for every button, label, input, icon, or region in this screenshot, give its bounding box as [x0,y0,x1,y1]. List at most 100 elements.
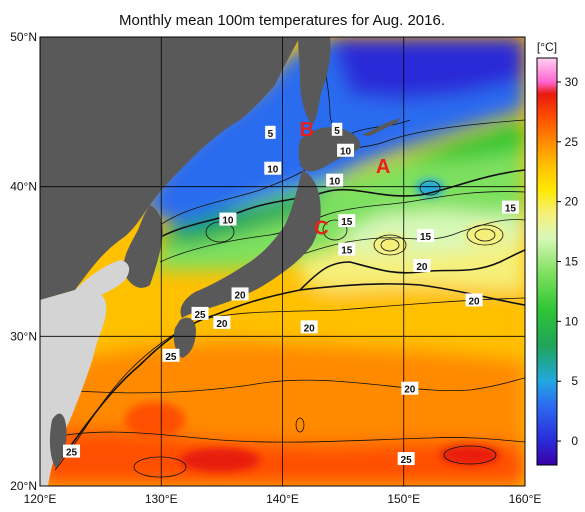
land-kuril-islands [362,118,400,136]
contour-label-background [162,348,180,362]
contour-label: 15 [341,246,353,257]
isotherm-ring [295,417,305,433]
contour-label: 25 [66,448,78,459]
land-yellow-sea-coast [75,260,130,300]
region-marker-b: B [300,119,314,141]
isotherm-ring [466,224,504,246]
isotherm-ring [419,180,441,196]
colorbar-ticks: 0 5 10 15 20 25 30 [557,75,578,448]
latitude-tick-labels: 50°N 40°N 30°N 20°N [10,30,37,493]
contour-label-background [265,125,276,139]
contour-label-background [397,452,415,466]
isotherm-line [299,249,525,291]
contour-label-background [219,212,237,226]
isotherm-ring [474,228,496,242]
contour-label-background [338,214,356,228]
contour-label: 10 [222,216,234,227]
latitude-tick-label: 50°N [10,30,37,44]
contour-label-background [231,287,249,301]
contour-label-background [63,444,81,458]
land-sakhalin [298,37,331,125]
land-honshu [180,170,321,318]
isotherm-line [159,191,525,263]
latitude-tick-label: 40°N [10,180,37,194]
colorbar-tick-label: 0 [571,434,578,448]
region-marker-c: C [314,218,328,240]
contour-label-background [191,306,209,320]
isotherm-ring [380,238,400,252]
warm-eddy [125,402,185,438]
contour-label-background [501,200,519,214]
contour-label-background [326,173,344,187]
longitude-tick-labels: 120°E 130°E 140°E 150°E 160°E [24,492,542,506]
contour-label-background [213,315,231,329]
lat-lon-grid [40,37,525,486]
band-cyan [150,190,330,245]
land-kyushu [173,317,196,358]
isotherm-ring [133,456,187,478]
latitude-tick-label: 20°N [10,479,37,493]
contour-label: 10 [340,147,352,158]
contour-label: 20 [304,323,316,334]
contour-label-background [338,242,356,256]
land-taiwan [49,413,67,468]
longitude-tick-label: 120°E [24,492,57,506]
isotherm-line [40,377,525,394]
contour-label: 20 [404,385,416,396]
isotherm-line [59,283,525,461]
warm-eddy [180,448,260,472]
contour-label-background [465,293,483,307]
band-indigo [330,37,525,100]
contour-label: 20 [235,290,247,301]
contour-label: 15 [420,232,432,243]
contour-label: 5 [268,129,274,140]
contour-label-background [401,381,419,395]
contour-label: 25 [401,455,413,466]
cold-eddy [416,179,444,197]
colorbar: [°C] 0 5 10 15 20 25 30 [536,40,578,466]
colorbar-tick-label: 5 [571,374,578,388]
map-frame [39,36,526,487]
colorbar-tick-label: 30 [565,75,579,89]
map-title: Monthly mean 100m temperatures for Aug. … [119,12,445,29]
isotherm-ring [322,219,348,241]
isotherm-ring [443,445,497,465]
warm-eddy [440,445,500,465]
longitude-tick-label: 140°E [266,492,299,506]
colorbar-tick-label: 15 [565,255,579,269]
contour-label-background [264,161,282,175]
contour-label-background [331,122,343,136]
isotherm-line [154,169,525,241]
colorbar-tick-label: 10 [565,314,579,328]
land [40,37,400,486]
land-asia-mainland [40,37,300,300]
land-korea-peninsula [123,205,163,288]
contour-label: 10 [329,177,341,188]
map-area [40,37,525,486]
contour-label-background [337,143,355,157]
longitude-tick-label: 130°E [145,492,178,506]
region-marker-a: A [376,156,390,178]
contour-label-background [413,258,431,272]
contour-label: 20 [469,296,481,307]
contour-label: 15 [505,204,517,215]
latitude-tick-label: 30°N [10,329,37,343]
contour-label: 15 [341,217,353,228]
warm-eddy [465,223,505,247]
colorbar-gradient [536,57,558,466]
field-eddies [125,179,505,472]
isotherm-ring [373,234,407,256]
land-hokkaido [298,127,361,172]
contour-label: 10 [267,165,279,176]
contour-label: 5 [334,126,340,137]
contour-label: 25 [165,352,177,363]
longitude-tick-label: 160°E [509,492,542,506]
isotherm-lines [40,39,525,478]
colorbar-tick-label: 25 [565,135,579,149]
region-markers: A B C [300,119,391,240]
warm-eddy [372,234,408,256]
colorbar-tick-label: 20 [565,195,579,209]
